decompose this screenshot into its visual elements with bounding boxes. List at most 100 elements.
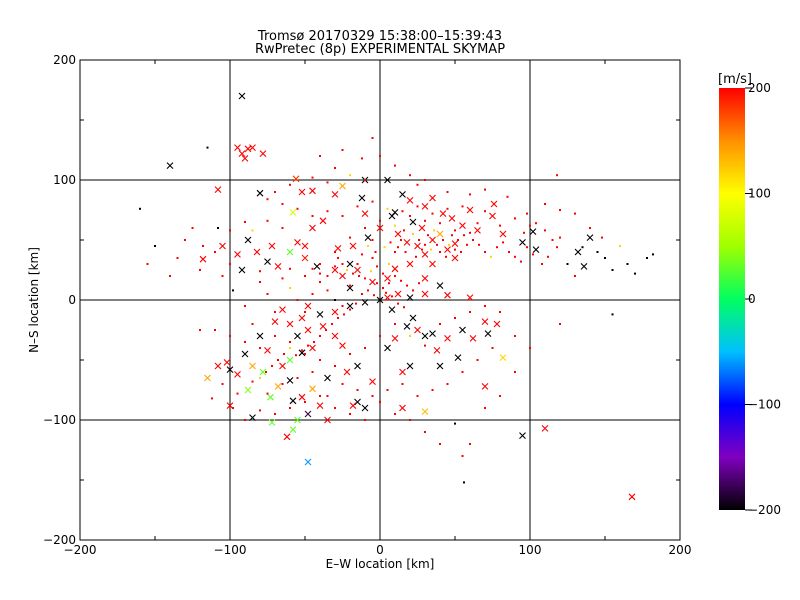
data-point-cross [309, 344, 316, 352]
data-point-dot [559, 209, 561, 211]
data-point-dot [266, 293, 269, 295]
data-point-dot [281, 227, 284, 229]
data-point-dot [436, 243, 438, 246]
data-point-dot [371, 200, 374, 203]
data-point-dot [341, 383, 344, 385]
data-point-dot [646, 257, 648, 259]
data-point-cross [384, 294, 391, 301]
data-point-cross [384, 344, 391, 352]
data-point-cross [166, 162, 174, 169]
data-point-dot [626, 263, 629, 265]
data-point-dot [169, 275, 171, 277]
data-point-dot [652, 253, 654, 256]
data-point-dot [611, 269, 614, 271]
data-point-cross [316, 311, 324, 318]
data-point-dot [379, 335, 381, 337]
data-point-dot [394, 224, 396, 227]
data-point-cross [238, 150, 246, 157]
data-point-cross [286, 320, 294, 328]
data-point-dot [326, 289, 329, 292]
data-point-dot [491, 347, 494, 349]
data-point-dot [439, 251, 441, 253]
data-point-dot [244, 341, 246, 343]
x-tick-label: −200 [64, 543, 97, 557]
data-point-dot [334, 265, 336, 268]
data-point-dot [271, 365, 273, 367]
data-point-dot [259, 347, 261, 349]
data-point-cross [226, 366, 234, 373]
data-point-dot [484, 251, 486, 253]
data-point-dot [529, 224, 531, 227]
data-point-cross [574, 248, 582, 256]
data-point-cross [499, 230, 507, 238]
data-point-dot [331, 323, 333, 325]
data-point-cross [469, 335, 477, 342]
x-tick-label: −100 [214, 543, 247, 557]
data-point-dot [385, 291, 387, 294]
data-point-cross [286, 248, 294, 256]
data-point-dot [281, 203, 284, 205]
data-point-dot [544, 203, 546, 205]
data-point-dot [371, 395, 374, 397]
data-point-cross [429, 260, 436, 268]
data-point-dot [355, 302, 357, 305]
data-point-cross [244, 386, 252, 394]
data-point-cross [444, 246, 451, 253]
data-point-dot [400, 239, 402, 241]
data-point-cross [439, 210, 447, 217]
data-point-dot [469, 231, 471, 234]
data-point-dot [274, 335, 276, 337]
data-point-cross [319, 217, 327, 225]
data-point-cross [436, 282, 444, 289]
data-point-cross [403, 323, 411, 330]
data-point-dot [394, 275, 396, 277]
data-point-dot [349, 284, 351, 287]
data-point-dot [433, 229, 435, 232]
data-point-cross [421, 251, 429, 258]
data-point-dot [364, 179, 366, 181]
data-point-cross [241, 155, 249, 162]
data-point-cross [399, 404, 406, 412]
data-point-dot [442, 239, 444, 241]
data-point-dot [376, 265, 378, 268]
data-point-cross [298, 314, 306, 322]
data-point-dot [326, 275, 329, 277]
data-point-cross [234, 371, 241, 378]
data-point-cross [466, 294, 474, 301]
data-point-dot [199, 269, 201, 271]
data-point-dot [418, 239, 420, 241]
data-point-cross [309, 385, 316, 393]
data-point-dot [244, 221, 246, 223]
data-point-cross [376, 224, 384, 232]
data-point-dot [283, 353, 285, 355]
data-point-dot [427, 234, 429, 237]
data-point-dot [382, 272, 384, 275]
data-point-cross [436, 362, 444, 370]
data-point-dot [401, 383, 404, 385]
data-point-dot [439, 323, 441, 325]
data-point-dot [454, 229, 456, 232]
data-point-cross [264, 347, 271, 354]
data-point-cross [388, 212, 396, 220]
data-point-dot [416, 205, 419, 208]
data-point-cross [361, 299, 369, 306]
data-point-dot [289, 407, 291, 409]
data-point-dot [397, 302, 399, 305]
data-point-cross [369, 378, 376, 385]
data-point-cross [249, 362, 256, 370]
data-point-dot [379, 219, 381, 222]
colorbar-tick-label: −100 [748, 398, 781, 412]
data-point-dot [463, 234, 465, 237]
data-point-dot [424, 344, 426, 347]
data-point-cross [253, 248, 261, 256]
data-point-dot [319, 263, 321, 265]
data-point-dot [415, 255, 417, 258]
data-point-cross [234, 144, 241, 151]
data-point-cross [204, 374, 211, 382]
data-point-dot [547, 255, 549, 258]
data-point-dot [496, 246, 498, 249]
data-point-dot [229, 229, 231, 232]
data-point-dot [502, 241, 504, 244]
data-point-dot [463, 481, 465, 484]
data-point-dot [334, 251, 336, 253]
